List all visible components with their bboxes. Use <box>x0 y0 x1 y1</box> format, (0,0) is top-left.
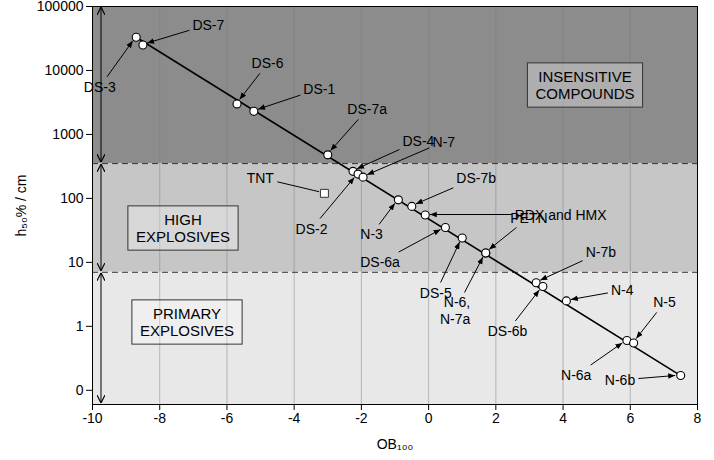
svg-text:0: 0 <box>425 410 433 426</box>
svg-text:DS-7: DS-7 <box>192 17 224 33</box>
svg-text:DS-5: DS-5 <box>419 284 452 301</box>
svg-text:DS-4: DS-4 <box>402 133 434 149</box>
svg-text:RDX and HMX: RDX and HMX <box>514 206 607 223</box>
svg-text:DS-6: DS-6 <box>252 55 284 71</box>
svg-text:TNT: TNT <box>247 170 275 186</box>
svg-text:OB₁₀₀: OB₁₀₀ <box>377 436 414 452</box>
svg-text:DS-6b: DS-6b <box>488 323 528 339</box>
svg-text:DS-3: DS-3 <box>84 79 116 95</box>
svg-text:8: 8 <box>694 410 702 426</box>
svg-text:N-7b: N-7b <box>586 244 617 260</box>
svg-text:N-7: N-7 <box>433 134 456 150</box>
svg-text:1: 1 <box>76 318 84 334</box>
svg-text:DS-7b: DS-7b <box>456 170 496 186</box>
svg-text:N-6,N-7a: N-6,N-7a <box>440 294 471 326</box>
svg-text:INSENSITIVECOMPOUNDS: INSENSITIVECOMPOUNDS <box>535 68 634 102</box>
svg-text:-2: -2 <box>355 410 368 426</box>
svg-text:PETN: PETN <box>510 210 547 226</box>
svg-text:N-6b: N-6b <box>605 372 636 388</box>
svg-text:-8: -8 <box>153 410 166 426</box>
svg-text:HIGHEXPLOSIVES: HIGHEXPLOSIVES <box>136 211 230 245</box>
svg-text:DS-7a: DS-7a <box>347 101 387 117</box>
svg-text:h₅₀% / cm: h₅₀% / cm <box>13 174 29 236</box>
svg-text:N-3: N-3 <box>360 226 383 242</box>
svg-text:10: 10 <box>68 254 84 270</box>
svg-text:-6: -6 <box>221 410 234 426</box>
svg-text:100: 100 <box>60 190 84 206</box>
svg-text:-10: -10 <box>82 410 102 426</box>
svg-text:N-6a: N-6a <box>561 367 592 383</box>
svg-text:2: 2 <box>492 410 500 426</box>
svg-text:0: 0 <box>76 382 84 398</box>
svg-text:DS-6a: DS-6a <box>360 254 400 270</box>
svg-text:6: 6 <box>626 410 634 426</box>
svg-text:10000: 10000 <box>45 62 84 78</box>
svg-text:N-5: N-5 <box>653 294 676 310</box>
svg-text:DS-1: DS-1 <box>303 81 335 97</box>
svg-text:N-4: N-4 <box>611 282 634 298</box>
svg-text:-4: -4 <box>288 410 301 426</box>
svg-text:1000: 1000 <box>52 126 83 142</box>
svg-text:PRIMARYEXPLOSIVES: PRIMARYEXPLOSIVES <box>140 305 234 339</box>
svg-text:100000: 100000 <box>37 0 84 14</box>
svg-text:4: 4 <box>559 410 567 426</box>
svg-text:DS-2: DS-2 <box>296 221 328 237</box>
